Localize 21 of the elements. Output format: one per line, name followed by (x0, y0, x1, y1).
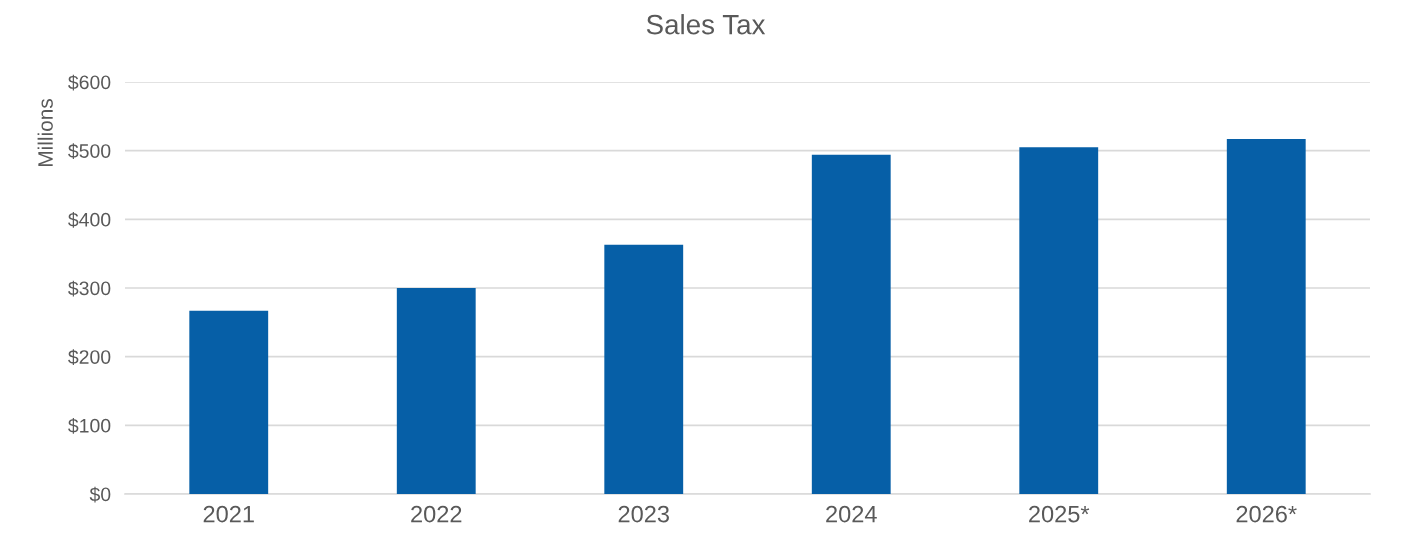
bar (811, 154, 891, 494)
bar (604, 244, 684, 494)
bar (396, 288, 476, 494)
y-axis-title: Millions (37, 99, 53, 167)
x-tick-label: 2024 (826, 505, 877, 523)
y-tick-label: $600 (68, 74, 111, 91)
y-tick-label: $500 (68, 143, 111, 160)
y-tick-label: $300 (68, 280, 111, 297)
y-tick-label: $100 (68, 417, 111, 434)
bar (1019, 147, 1099, 494)
x-tick-label: 2023 (618, 505, 669, 523)
x-tick-label: 2022 (411, 505, 462, 523)
x-tick-label: 2026* (1236, 505, 1297, 523)
bar (1226, 138, 1306, 494)
y-tick-label: $0 (89, 486, 111, 503)
chart-title: Sales Tax (646, 14, 766, 35)
y-tick-label: $400 (68, 211, 111, 228)
y-tick-label: $200 (68, 349, 111, 366)
x-tick-label: 2025* (1029, 505, 1090, 523)
bar (189, 310, 269, 494)
x-tick-label: 2021 (203, 505, 254, 523)
